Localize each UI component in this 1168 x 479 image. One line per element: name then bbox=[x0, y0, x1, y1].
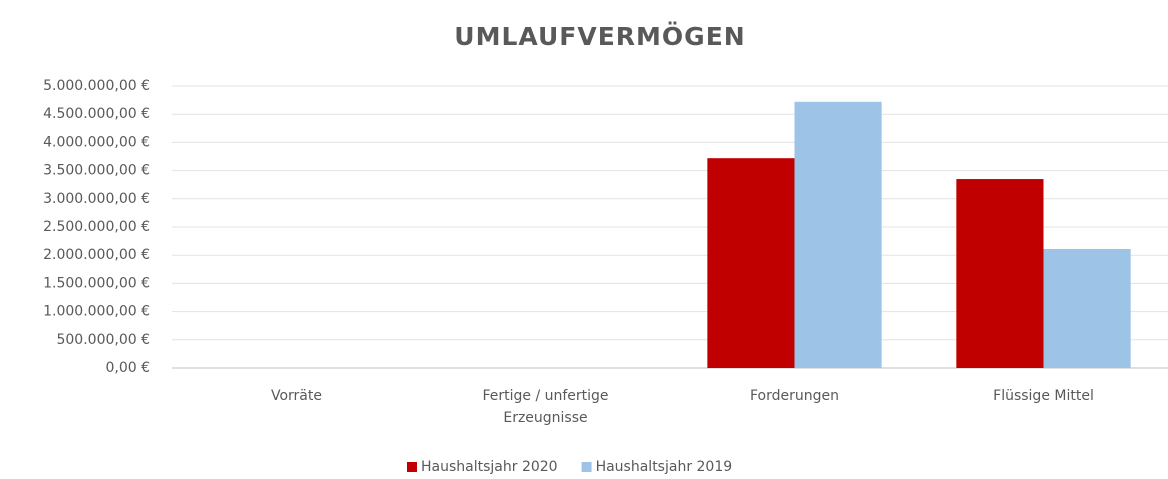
x-tick-label: Forderungen bbox=[749, 388, 839, 404]
y-tick-label: 2.000.000,00 € bbox=[43, 247, 150, 263]
y-tick-label: 4.500.000,00 € bbox=[43, 106, 150, 122]
y-tick-label: 4.000.000,00 € bbox=[43, 134, 150, 150]
x-tick-label: Fertige / unfertige Erzeugnisse bbox=[482, 388, 609, 426]
bar bbox=[794, 101, 882, 369]
bar bbox=[707, 158, 795, 368]
chart-title: UMLAUFVERMÖGEN bbox=[454, 21, 745, 51]
y-tick-label: 0,00 € bbox=[105, 360, 150, 376]
legend-label: Haushaltsjahr 2020 bbox=[421, 459, 558, 475]
bar bbox=[956, 179, 1044, 368]
y-tick-label: 500.000,00 € bbox=[56, 332, 150, 348]
y-tick-label: 1.000.000,00 € bbox=[43, 304, 150, 320]
legend-label: Haushaltsjahr 2019 bbox=[596, 459, 733, 475]
x-tick-label: Flüssige Mittel bbox=[993, 388, 1094, 404]
y-tick-label: 3.000.000,00 € bbox=[43, 191, 150, 207]
legend-swatch bbox=[407, 462, 417, 472]
legend-swatch bbox=[581, 462, 592, 472]
y-tick-label: 5.000.000,00 € bbox=[43, 78, 150, 94]
y-tick-label: 2.500.000,00 € bbox=[43, 219, 150, 235]
y-tick-label: 1.500.000,00 € bbox=[43, 275, 150, 291]
x-tick-label: Vorräte bbox=[270, 388, 322, 404]
y-tick-label: 3.500.000,00 € bbox=[43, 163, 150, 179]
bar bbox=[1043, 248, 1131, 368]
